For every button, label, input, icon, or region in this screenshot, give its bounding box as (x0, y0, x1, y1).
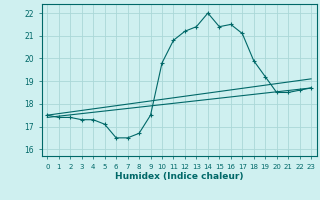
X-axis label: Humidex (Indice chaleur): Humidex (Indice chaleur) (115, 172, 244, 181)
